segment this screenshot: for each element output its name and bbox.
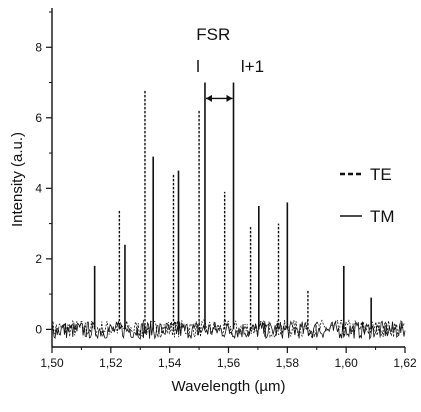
fsr-arrow-head-left — [205, 94, 212, 102]
legend-te-label: TE — [370, 165, 392, 184]
mode-l-label: l — [196, 57, 200, 76]
series-tm-baseline — [51, 320, 406, 341]
x-tick-label-6: 1,62 — [393, 356, 417, 370]
x-axis-title: Wavelength (µm) — [172, 378, 286, 395]
y-tick-label-2: 4 — [35, 181, 42, 195]
x-tick-label-5: 1,60 — [334, 356, 358, 370]
x-tick-label-4: 1,58 — [276, 356, 300, 370]
x-tick-label-3: 1,56 — [217, 356, 241, 370]
y-tick-label-0: 0 — [35, 322, 42, 336]
x-tick-label-2: 1,54 — [158, 356, 182, 370]
series-te — [51, 89, 406, 339]
series-te-baseline — [51, 319, 406, 339]
y-tick-label-4: 8 — [35, 40, 42, 54]
plot-area: 1,50 1,52 1,54 1,56 1,58 1,60 1,62 0 2 4 6 8 Wavelen… — [9, 8, 417, 395]
x-tick-label-1: 1,52 — [99, 356, 123, 370]
legend-tm-label: TM — [370, 207, 395, 226]
series-tm — [51, 82, 406, 341]
y-axis-title: Intensity (a.u.) — [9, 132, 26, 227]
y-tick-label-3: 6 — [35, 111, 42, 125]
y-tick-label-1: 2 — [35, 252, 42, 266]
x-tick-label-0: 1,50 — [40, 356, 64, 370]
fsr-arrow-head-right — [226, 94, 233, 102]
mode-l1-label: l+1 — [241, 57, 264, 76]
fsr-label: FSR — [196, 25, 230, 44]
